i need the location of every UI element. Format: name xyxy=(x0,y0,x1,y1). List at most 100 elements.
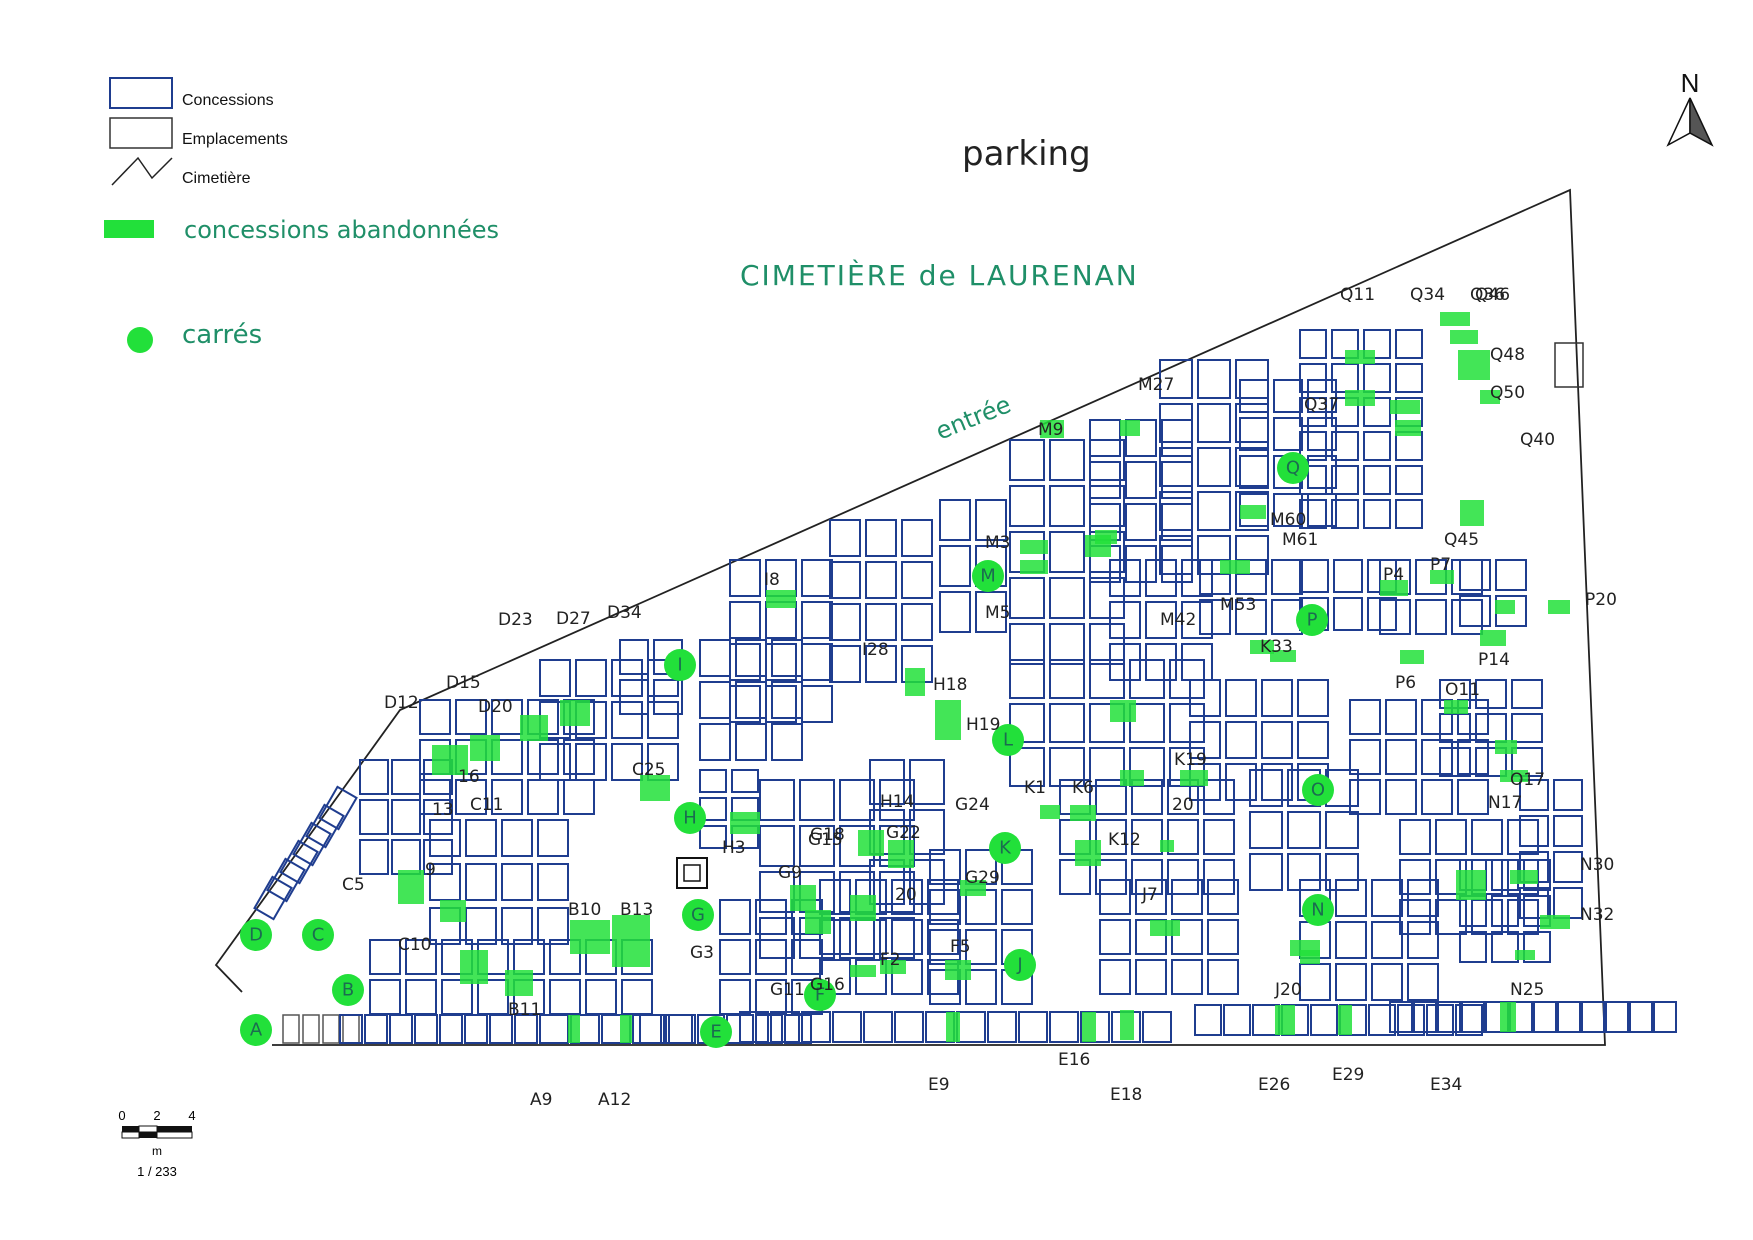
concession-plot xyxy=(1395,363,1423,393)
concession-plot xyxy=(549,939,581,975)
plot-label: J20 xyxy=(1274,980,1302,1000)
carre-letter: A xyxy=(250,1020,263,1041)
carre-a: A xyxy=(240,1014,272,1046)
concession-plot xyxy=(491,779,523,815)
concession-plot xyxy=(901,603,933,641)
carre-letter: E xyxy=(710,1022,721,1043)
concession-plot xyxy=(699,723,731,761)
legend-carres-label: carrés xyxy=(182,320,262,350)
carre-e: E xyxy=(700,1016,732,1048)
carres-layer: A B C D E F G H I J K L M N O P Q xyxy=(240,452,1334,1048)
concession-plot xyxy=(1249,853,1283,891)
concession-plot xyxy=(879,871,915,913)
concession-plot xyxy=(1511,679,1543,709)
concession-plot xyxy=(1349,699,1381,735)
concession-plot xyxy=(1049,485,1085,527)
plot-label: K1 xyxy=(1024,778,1046,798)
carre-circle xyxy=(664,649,696,681)
abandoned-concession xyxy=(560,700,590,726)
abandoned-concession xyxy=(1120,420,1140,436)
plot-label: Q48 xyxy=(1490,345,1525,365)
abandoned-concession xyxy=(1150,920,1180,936)
plot-label: B11 xyxy=(508,1000,541,1020)
plot-label: M53 xyxy=(1220,595,1256,615)
concession-plot xyxy=(975,591,1007,633)
concession-plot xyxy=(537,907,569,945)
carre-k: K xyxy=(989,832,1021,864)
concession-plot xyxy=(1171,959,1203,995)
concession-plot xyxy=(1049,659,1085,699)
plot-label: P20 xyxy=(1585,590,1617,610)
concession-plot xyxy=(801,601,833,639)
carre-circle xyxy=(1302,894,1334,926)
concession-plot xyxy=(423,799,453,835)
concession-plot xyxy=(1099,879,1131,915)
concession-plot xyxy=(1145,601,1177,639)
plot-label: N17 xyxy=(1488,793,1522,813)
plot-label: G9 xyxy=(778,863,802,883)
concession-plot xyxy=(1009,747,1045,787)
concession-plot xyxy=(1009,703,1045,743)
concession-plot xyxy=(1629,1001,1653,1033)
concession-plot xyxy=(1426,1004,1454,1036)
abandoned-concession xyxy=(1180,770,1208,786)
concession-plot xyxy=(359,759,389,795)
concession-plot xyxy=(1421,699,1453,735)
concession-plot xyxy=(429,819,461,857)
carre-n: N xyxy=(1302,894,1334,926)
concession-plot xyxy=(1129,747,1165,787)
concession-plot xyxy=(513,939,545,975)
plot-label: C5 xyxy=(342,875,365,895)
concession-plot xyxy=(1159,359,1193,399)
plot-label: G22 xyxy=(886,823,921,843)
abandoned-concession xyxy=(1120,770,1144,786)
concession-plot xyxy=(1181,559,1213,597)
concession-plot xyxy=(799,779,835,821)
concession-plot xyxy=(929,849,961,885)
concession-plot xyxy=(801,1011,831,1043)
concession-plot xyxy=(1159,447,1193,487)
plot-label: 9 xyxy=(425,860,436,880)
legend-cimetiere-swatch xyxy=(111,156,173,186)
carre-letter: G xyxy=(691,905,705,926)
plot-labels-layer: A9 A12 B10 B13 B11 C5 C10 C11 C25 13 9 16 D12 D15 D20 D… xyxy=(342,285,1617,1110)
concession-plot xyxy=(1331,499,1359,529)
concession-plot xyxy=(653,679,683,715)
carre-circle xyxy=(674,802,706,834)
concession-plot xyxy=(1089,419,1121,457)
concession-plot xyxy=(539,1014,569,1044)
concession-plot xyxy=(1203,819,1235,855)
concession-plot xyxy=(1335,963,1367,1001)
concession-plot xyxy=(1049,1011,1079,1043)
concession-plot xyxy=(1439,747,1471,777)
plot-label: E26 xyxy=(1258,1075,1290,1095)
concession-plot xyxy=(1194,1004,1222,1036)
concession-plot xyxy=(1299,363,1327,393)
legend-emplacements-label: Emplacements xyxy=(182,131,288,148)
concession-plot xyxy=(1439,713,1471,743)
concession-plot xyxy=(1519,887,1549,919)
concession-plot xyxy=(1310,1004,1338,1036)
concession-plot xyxy=(829,519,861,557)
concession-plot xyxy=(1197,403,1231,443)
concession-plot xyxy=(632,1014,662,1044)
plot-label: M42 xyxy=(1160,610,1196,630)
concession-plot xyxy=(1129,703,1165,743)
plot-label: C25 xyxy=(632,760,666,780)
concession-plot xyxy=(1135,959,1167,995)
concession-plot xyxy=(1171,879,1203,915)
concession-plot xyxy=(339,1014,363,1044)
concession-plot xyxy=(1553,887,1583,919)
concession-plot xyxy=(527,779,559,815)
concession-plot xyxy=(699,639,731,677)
concession-plot xyxy=(1049,703,1085,743)
concession-plot xyxy=(1095,819,1127,855)
scale-unit: m xyxy=(152,1144,162,1158)
carre-m: M xyxy=(972,560,1004,592)
concession-plot xyxy=(455,699,487,735)
concession-plot xyxy=(1413,1001,1437,1033)
concession-plot xyxy=(1475,747,1507,777)
concession-plot xyxy=(865,603,897,641)
plot-label: C11 xyxy=(470,795,504,815)
concession-plot xyxy=(405,939,437,975)
